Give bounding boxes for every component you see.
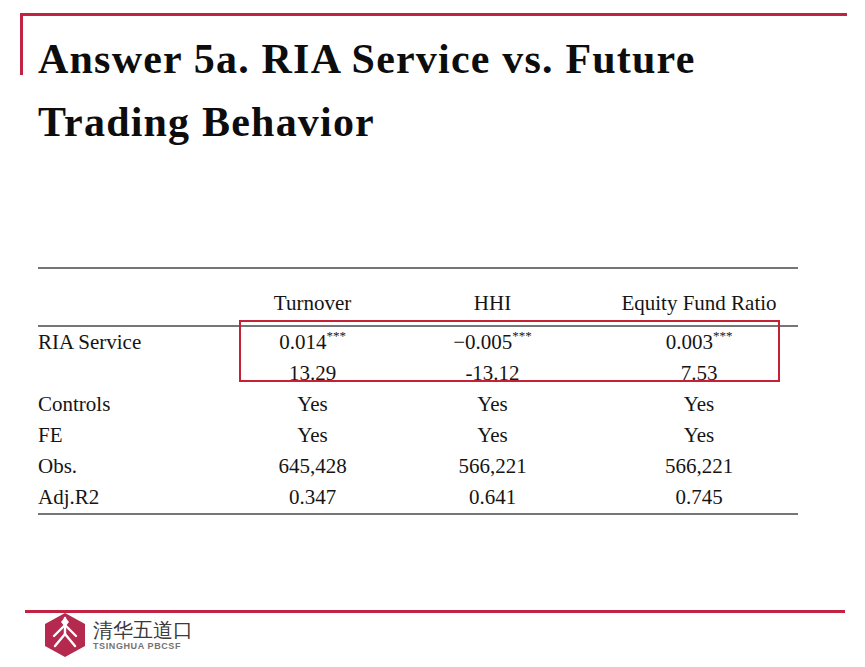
page-title-line1: Answer 5a. RIA Service vs. Future [38,28,848,91]
page-title-line2: Trading Behavior [38,91,848,154]
pbcsf-logo-icon [45,613,85,657]
obs-cell-equity-fund-ratio: 566,221 [600,451,798,482]
controls-cell-turnover: Yes [240,389,385,420]
row-label-empty [38,358,240,389]
adjr2-cell-turnover: 0.347 [240,482,385,514]
table-row-tstats: 13.29 -13.12 7.53 [38,358,798,389]
results-table: Turnover HHI Equity Fund Ratio RIA Servi… [38,267,798,515]
significance-stars: *** [512,328,532,343]
coefficient-value: 0.014 [279,330,326,354]
controls-cell-equity-fund-ratio: Yes [600,389,798,420]
coefficient-cell-turnover: 0.014*** [240,326,385,358]
coefficient-value: −0.005 [453,330,512,354]
table-row-coefficients: RIA Service 0.014*** −0.005*** 0.003*** [38,326,798,358]
column-header-turnover: Turnover [240,268,385,326]
fe-cell-equity-fund-ratio: Yes [600,420,798,451]
table-row-controls: Controls Yes Yes Yes [38,389,798,420]
controls-cell-hhi: Yes [385,389,600,420]
left-accent-line [20,13,23,75]
table-row-obs: Obs. 645,428 566,221 566,221 [38,451,798,482]
row-label-fe: FE [38,420,240,451]
page-title: Answer 5a. RIA Service vs. Future Tradin… [38,28,848,154]
significance-stars: *** [713,328,733,343]
column-header-hhi: HHI [385,268,600,326]
adjr2-cell-equity-fund-ratio: 0.745 [600,482,798,514]
pbcsf-logo: 清华五道口 TSINGHUA PBCSF [45,613,193,657]
coefficient-cell-equity-fund-ratio: 0.003*** [600,326,798,358]
tstat-cell-hhi: -13.12 [385,358,600,389]
row-label-ria-service: RIA Service [38,326,240,358]
row-label-controls: Controls [38,389,240,420]
tstat-cell-equity-fund-ratio: 7.53 [600,358,798,389]
slide-canvas: Answer 5a. RIA Service vs. Future Tradin… [0,0,865,667]
column-header-empty [38,268,240,326]
obs-cell-hhi: 566,221 [385,451,600,482]
logo-text-cn: 清华五道口 [93,619,193,641]
significance-stars: *** [326,328,346,343]
table-row-fe: FE Yes Yes Yes [38,420,798,451]
logo-text-block: 清华五道口 TSINGHUA PBCSF [93,619,193,652]
fe-cell-hhi: Yes [385,420,600,451]
coefficient-cell-hhi: −0.005*** [385,326,600,358]
logo-text-en: TSINGHUA PBCSF [93,641,193,652]
results-table-container: Turnover HHI Equity Fund Ratio RIA Servi… [38,267,798,515]
obs-cell-turnover: 645,428 [240,451,385,482]
coefficient-value: 0.003 [666,330,713,354]
adjr2-cell-hhi: 0.641 [385,482,600,514]
row-label-adjr2: Adj.R2 [38,482,240,514]
tstat-cell-turnover: 13.29 [240,358,385,389]
fe-cell-turnover: Yes [240,420,385,451]
row-label-obs: Obs. [38,451,240,482]
table-header-row: Turnover HHI Equity Fund Ratio [38,268,798,326]
top-accent-line [20,13,847,16]
table-row-adjr2: Adj.R2 0.347 0.641 0.745 [38,482,798,514]
column-header-equity-fund-ratio: Equity Fund Ratio [600,268,798,326]
